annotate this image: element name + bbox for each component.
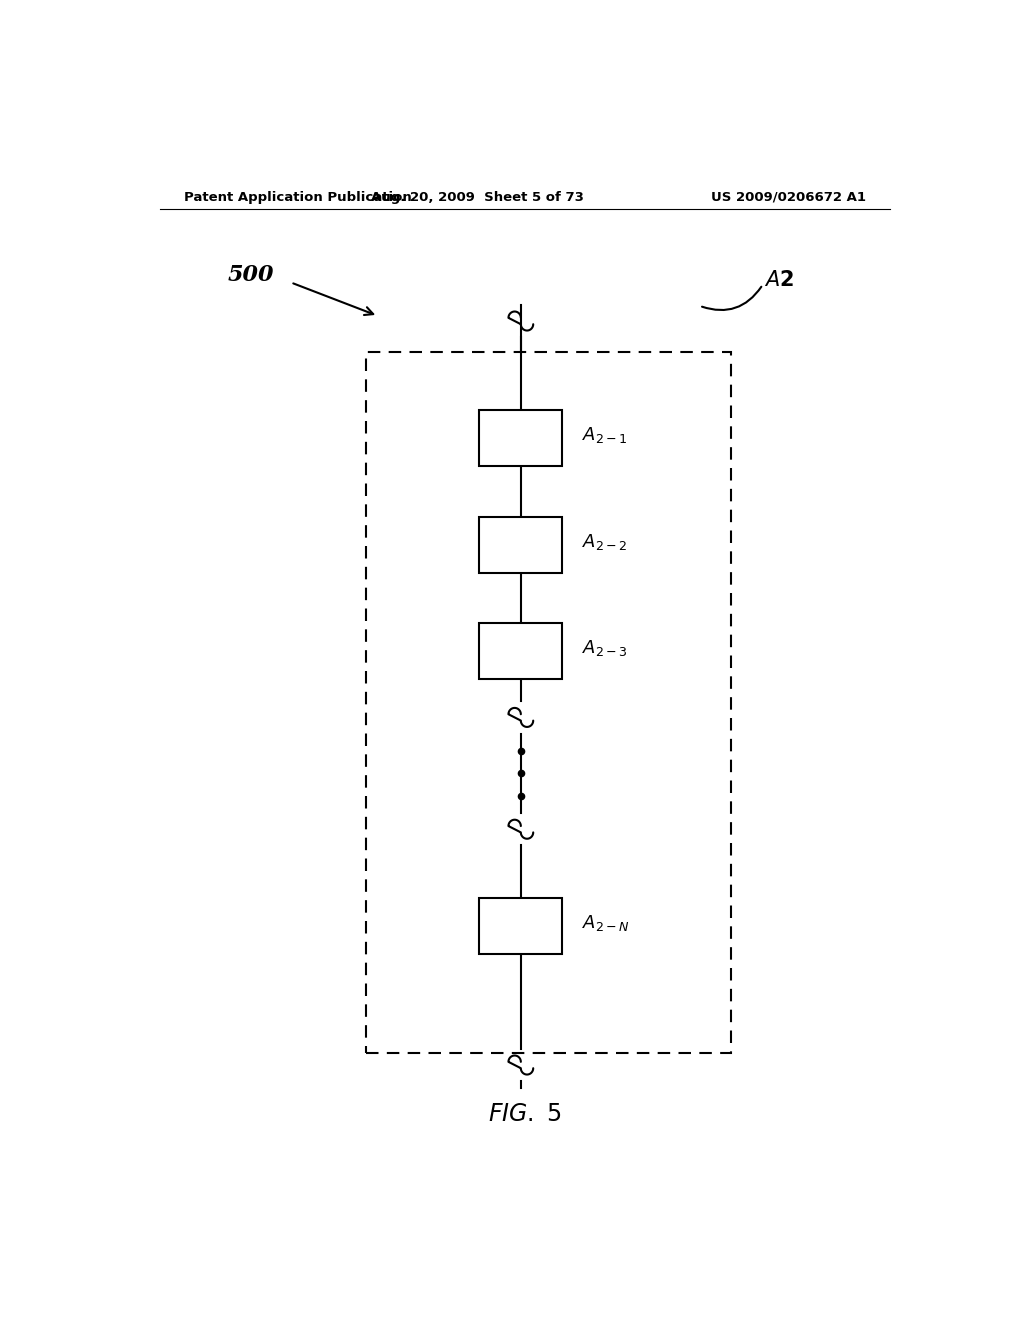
Text: $A_{2-2}$: $A_{2-2}$ <box>583 532 628 552</box>
Bar <box>479 411 562 466</box>
Bar <box>479 623 562 680</box>
Text: $A_{2-1}$: $A_{2-1}$ <box>583 425 628 445</box>
Text: US 2009/0206672 A1: US 2009/0206672 A1 <box>711 190 866 203</box>
Text: Patent Application Publication: Patent Application Publication <box>183 190 412 203</box>
Bar <box>367 351 731 1053</box>
Text: $A_{2-3}$: $A_{2-3}$ <box>583 639 628 659</box>
Bar <box>479 898 562 954</box>
Text: $\mathit{FIG.}\ \mathit{5}$: $\mathit{FIG.}\ \mathit{5}$ <box>487 1102 562 1126</box>
Text: $\boldsymbol{\mathit{A}}$$\mathbf{2}$: $\boldsymbol{\mathit{A}}$$\mathbf{2}$ <box>764 271 794 290</box>
Text: $A_{2-N}$: $A_{2-N}$ <box>583 912 630 933</box>
Text: Aug. 20, 2009  Sheet 5 of 73: Aug. 20, 2009 Sheet 5 of 73 <box>371 190 584 203</box>
Text: 500: 500 <box>227 264 274 286</box>
Bar <box>479 516 562 573</box>
